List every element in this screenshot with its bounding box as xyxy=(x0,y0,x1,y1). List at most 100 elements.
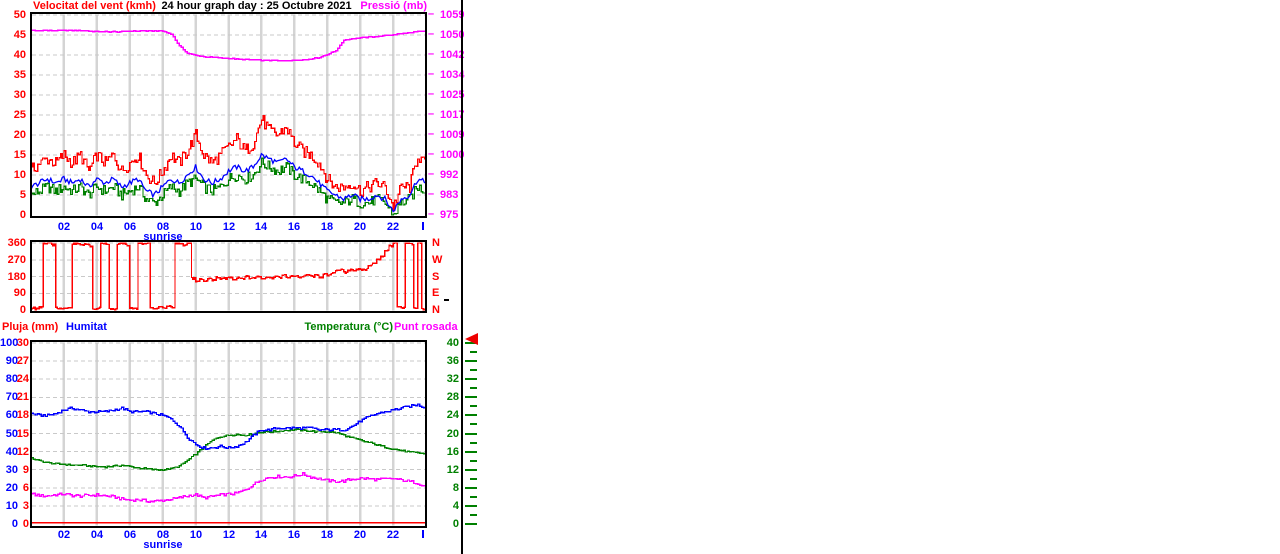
rain-tick-label: 9 xyxy=(22,464,29,476)
sunrise-label-bottom: sunrise xyxy=(143,539,183,551)
temp-major-tick xyxy=(465,433,477,435)
hour-label: 18 xyxy=(320,529,334,541)
temp-minor-tick xyxy=(470,442,477,444)
dewpoint-axis-title: Punt rosada xyxy=(394,321,458,333)
rain-tick-label: 6 xyxy=(22,482,29,494)
pressure-tick-dash: – xyxy=(428,8,435,20)
temperature-tick-label: 4 xyxy=(452,500,459,512)
hour-label: 04 xyxy=(90,221,104,233)
pressure-tick-label: 1000 xyxy=(440,149,465,161)
hour-label: 08 xyxy=(156,529,170,541)
direction-degree-label: 90 xyxy=(13,287,26,299)
hour-label: 20 xyxy=(353,221,367,233)
hour-label: 08 xyxy=(156,221,170,233)
pressure-tick-dash: – xyxy=(428,148,435,160)
temp-major-tick xyxy=(465,469,477,471)
axis-end-tick-bottom xyxy=(422,530,424,538)
humidity-tick-label: 60 xyxy=(5,409,18,421)
humidity-tick-label: 20 xyxy=(5,482,18,494)
hour-label: 06 xyxy=(123,529,137,541)
temperature-tick-label: 40 xyxy=(446,337,459,349)
rain-tick-label: 0 xyxy=(22,518,29,530)
hour-label: 04 xyxy=(90,529,104,541)
hour-label: 22 xyxy=(386,221,400,233)
pressure-tick-label: 1034 xyxy=(440,69,465,81)
wind-tick-label: 5 xyxy=(19,189,26,201)
pressure-tick-label: 1042 xyxy=(440,49,465,61)
temperature-tick-label: 32 xyxy=(446,373,459,385)
hour-label: 10 xyxy=(189,221,203,233)
temp-minor-tick xyxy=(470,405,477,407)
humidity-tick-label: 0 xyxy=(11,518,18,530)
rain-tick-label: 27 xyxy=(16,355,29,367)
humidity-tick-label: 30 xyxy=(5,464,18,476)
rain-tick-label: 18 xyxy=(16,409,29,421)
temperature-tick-label: 12 xyxy=(446,464,459,476)
temp-minor-tick xyxy=(470,369,477,371)
pressure-tick-dash: – xyxy=(428,108,435,120)
temperature-tick-label: 16 xyxy=(446,446,459,458)
hour-label: 22 xyxy=(386,529,400,541)
hour-label: 10 xyxy=(189,529,203,541)
hour-label: 20 xyxy=(353,529,367,541)
temperature-axis-title: Temperatura (°C) xyxy=(304,321,393,333)
temp-minor-tick xyxy=(470,460,477,462)
temp-minor-tick xyxy=(470,423,477,425)
temp-major-tick xyxy=(465,396,477,398)
direction-degree-label: 0 xyxy=(19,304,26,316)
hour-label: 16 xyxy=(287,221,301,233)
graph-title: 24 hour graph day : 25 Octubre 2021 xyxy=(161,0,352,12)
wind-tick-label: 30 xyxy=(13,89,26,101)
humidity-tick-label: 50 xyxy=(5,428,18,440)
rain-tick-label: 3 xyxy=(22,500,29,512)
rain-tick-label: 21 xyxy=(16,391,29,403)
temp-major-tick xyxy=(465,505,477,507)
hour-label: 14 xyxy=(254,221,268,233)
pressure-tick-label: 1017 xyxy=(440,109,465,121)
temperature-tick-label: 0 xyxy=(452,518,459,530)
temp-major-tick xyxy=(465,360,477,362)
humidity-axis-title: Humitat xyxy=(66,321,107,333)
wind-tick-label: 45 xyxy=(13,29,26,41)
hour-label: 12 xyxy=(222,221,236,233)
temp-major-tick xyxy=(465,523,477,525)
temperature-tick-label: 36 xyxy=(446,355,459,367)
hour-label: 02 xyxy=(57,221,71,233)
pressure-tick-label: 992 xyxy=(440,169,459,181)
humidity-tick-label: 90 xyxy=(5,355,18,367)
direction-degree-label: 360 xyxy=(7,237,26,249)
rain-tick-label: 15 xyxy=(16,428,29,440)
hour-label: 06 xyxy=(123,221,137,233)
pressure-tick-dash: – xyxy=(428,88,435,100)
temp-minor-tick xyxy=(470,496,477,498)
sunset-tick xyxy=(444,299,449,301)
sunrise-label-top: sunrise xyxy=(143,231,183,243)
hour-label: 16 xyxy=(287,529,301,541)
rain-tick-label: 12 xyxy=(16,446,29,458)
temp-major-tick xyxy=(465,487,477,489)
temp-major-tick xyxy=(465,451,477,453)
direction-compass-label: S xyxy=(432,271,440,283)
wind-tick-label: 0 xyxy=(19,209,26,221)
wind-tick-label: 35 xyxy=(13,69,26,81)
pressure-tick-label: 1059 xyxy=(440,9,465,21)
pressure-tick-label: 1025 xyxy=(440,89,465,101)
axis-end-tick-top xyxy=(422,222,424,230)
hour-label: 14 xyxy=(254,529,268,541)
pressure-tick-dash: – xyxy=(428,48,435,60)
wind-tick-label: 20 xyxy=(13,129,26,141)
pressure-tick-label: 983 xyxy=(440,189,459,201)
temp-minor-tick xyxy=(470,351,477,353)
wind-tick-label: 25 xyxy=(13,109,26,121)
humidity-tick-label: 80 xyxy=(5,373,18,385)
pressure-axis-title: Pressió (mb) xyxy=(360,0,427,12)
pressure-tick-dash: – xyxy=(428,128,435,140)
wind-tick-label: 15 xyxy=(13,149,26,161)
humidity-tick-label: 40 xyxy=(5,446,18,458)
wind-tick-label: 10 xyxy=(13,169,26,181)
temp-minor-tick xyxy=(470,514,477,516)
temp-minor-tick xyxy=(470,387,477,389)
pressure-tick-dash: – xyxy=(428,168,435,180)
pressure-tick-dash: – xyxy=(428,208,435,220)
